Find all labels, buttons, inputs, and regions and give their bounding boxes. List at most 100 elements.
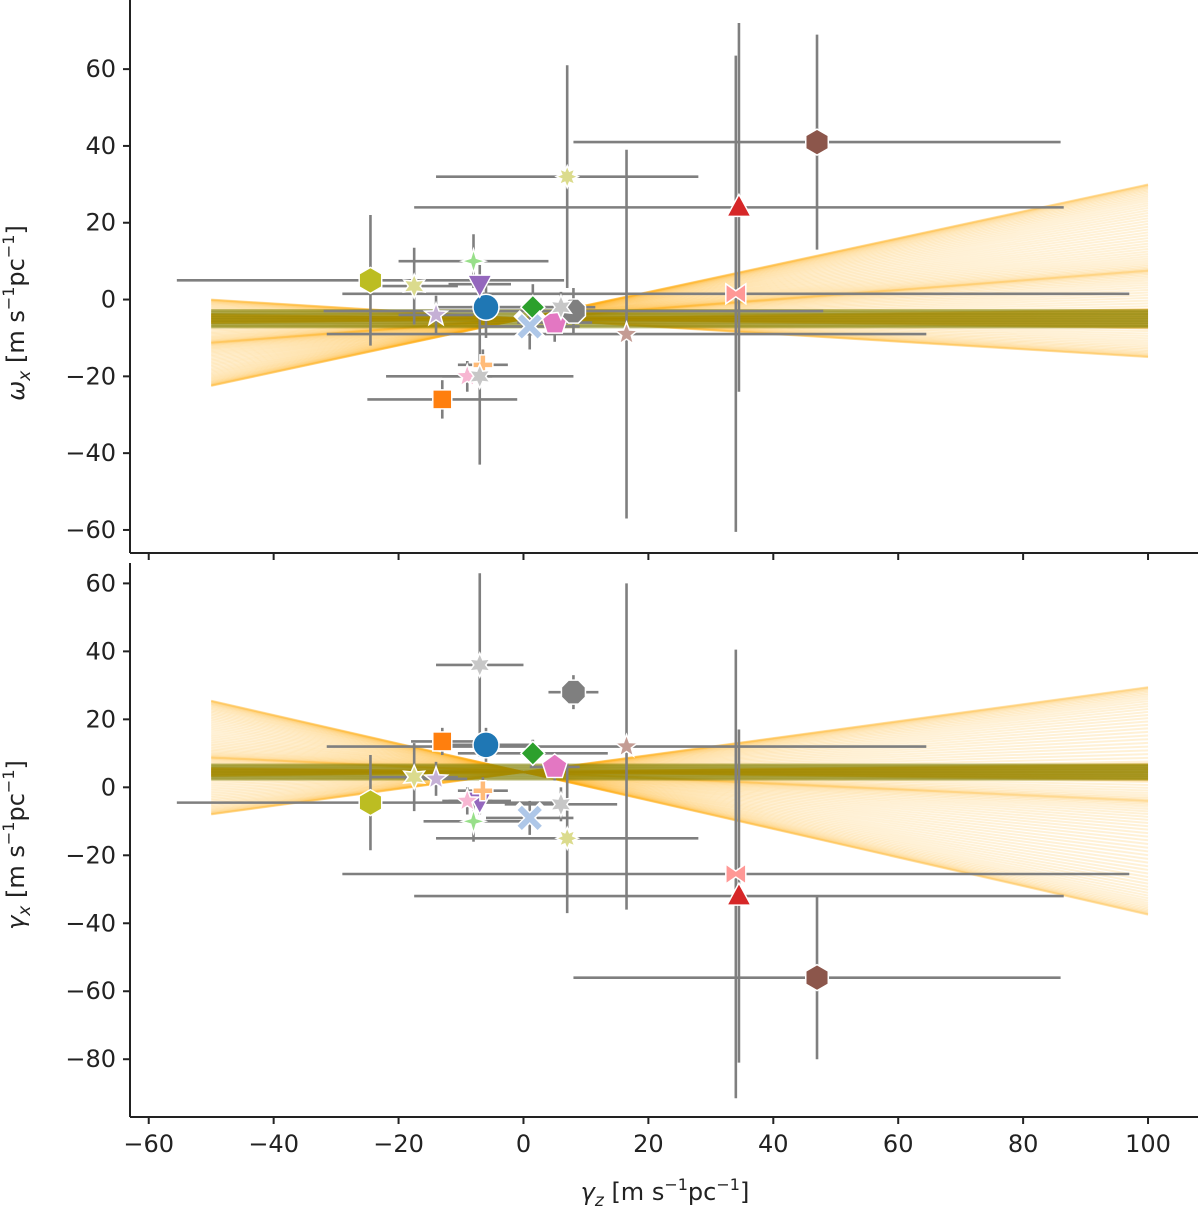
bottom-fit-line [211,720,1149,799]
bottom-fit-line [211,725,1149,864]
top-fit-lines [210,183,1149,387]
bottom-fit-line [211,697,1149,810]
bottom-x-tick-label: 80 [1008,1130,1039,1158]
top-marker-5-hexagon [805,128,830,156]
bottom-axes: −80 −60 −40 −20 0 20 40 60 −60 −40 −20 0 20 40 60 80 100 [65,563,1198,1158]
top-fit-line [210,190,1149,384]
bottom-fit-line [211,710,1149,804]
bottom-fit-line [211,700,1149,809]
top-fit-line [210,189,1149,384]
top-markers [358,128,830,410]
top-marker-11-star4 [458,246,489,276]
top-fit-line [211,250,1149,354]
top-y-tick-label: 60 [85,55,116,83]
bottom-x-tick-label: 0 [516,1130,531,1158]
top-fit-line [211,247,1149,355]
top-fit-line [211,209,1149,374]
top-fit-line [210,183,1149,387]
bottom-fit-line [211,723,1149,797]
bottom-fit-line [210,699,1149,916]
bottom-fit-line [211,750,1149,816]
top-fit-line [211,272,1149,343]
top-fit-line [211,231,1149,363]
top-clipped-layer [176,23,1149,532]
top-fit-line [211,269,1149,344]
bottom-fit-line [211,736,1149,842]
top-fit-line [211,265,1149,346]
top-fit-line [211,268,1149,345]
top-fit-line [211,245,1149,356]
top-fit-line [211,268,1149,345]
bottom-marker-7-octagon [560,679,587,705]
bottom-marker-5-hexagon [805,963,830,992]
top-fit-line [210,183,1149,387]
top-marker-17-star6 [467,362,492,391]
bottom-marker-18-star6 [402,763,427,791]
bottom-fit-line [211,729,1149,857]
bottom-y-axis-label: γx [m s−1pc−1] [0,760,35,930]
top-fit-line [211,263,1149,347]
top-fit-line [211,200,1149,379]
bottom-marker-9-x-stroke-b [517,805,542,831]
top-fit-line [210,184,1149,387]
bottom-fit-line [211,713,1149,888]
bottom-constant-band [211,763,1149,781]
bottom-fit-line [211,751,1149,813]
top-fit-line [211,234,1149,362]
top-fit-line [211,269,1149,344]
bottom-marker-17-star6 [467,651,492,679]
top-panel: −60 −40 −20 0 20 40 60 ωx [m s−1pc−1] [0,0,1198,560]
x-axis-label: γz [m s−1pc−1] [581,1175,750,1211]
top-fit-line [211,266,1149,346]
top-fit-line [211,239,1149,359]
bottom-marker-12-bowtie [725,862,747,886]
bottom-fit-line [211,752,1149,810]
top-fit-line [211,277,1149,340]
top-fit-line [211,225,1149,366]
bottom-fit-line [211,735,1149,845]
top-marker-8-hexagon [358,266,383,295]
bottom-fit-line [210,706,1149,902]
bottom-fit-line [211,710,1149,894]
bottom-fit-line [211,702,1149,808]
bottom-fit-line [211,745,1149,824]
bottom-y-tick-label: 40 [85,637,116,665]
top-fit-line [211,202,1149,378]
top-fit-line [211,237,1149,361]
bottom-fit-line [210,701,1149,912]
top-marker-12-bowtie [725,282,747,306]
bottom-y-tick-label: −40 [65,909,116,937]
top-fit-line [210,194,1149,382]
bottom-y-tick-label: 20 [85,705,116,733]
bottom-fit-line [211,738,1149,838]
bottom-marker-13-star5 [422,764,450,791]
top-fit-line [210,185,1149,386]
bottom-fit-line [211,708,1149,805]
bottom-x-tick-label: −60 [123,1130,174,1158]
bottom-x-tick-label: 20 [633,1130,664,1158]
top-marker-18-star6 [402,272,427,300]
bottom-marker-19-star8 [554,825,581,852]
bottom-fit-line [210,700,1149,914]
bottom-marker-15-star5 [453,786,481,813]
top-y-tick-label: −40 [65,439,116,467]
bottom-fit-line [211,743,1149,828]
top-marker-9-x-stroke-b [517,314,542,339]
bottom-x-tick-label: 100 [1125,1130,1171,1158]
top-fit-line [211,242,1149,358]
bottom-fit-line [211,712,1149,891]
bottom-y-tick-label: 60 [85,569,116,597]
bottom-fit-lines [210,686,1149,916]
bottom-fit-line [211,740,1149,835]
bottom-marker-3-triangle-up [725,881,753,906]
bottom-fit-line [211,733,1149,849]
bottom-fit-line [211,727,1149,860]
bottom-x-tick-label: 40 [758,1130,789,1158]
top-marker-13-star5 [422,300,450,327]
bottom-marker-14-star5 [613,732,640,758]
top-y-tick-label: 40 [85,132,116,160]
bottom-fit-line [211,730,1149,794]
bottom-fit-line [211,753,1149,808]
bottom-panel: −80 −60 −40 −20 0 20 40 60 −60 −40 −20 0 20 40 60 80 100… [0,563,1198,1211]
top-y-tick-label: −20 [65,362,116,390]
